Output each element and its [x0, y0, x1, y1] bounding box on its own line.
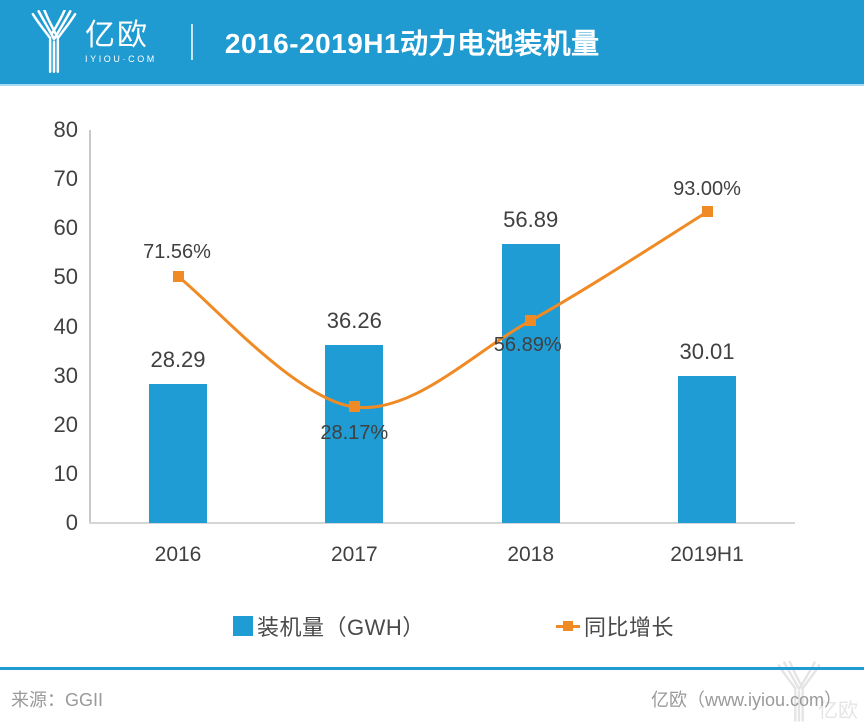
credit-label: 亿欧（www.iyiou.com） — [650, 690, 842, 710]
x-axis-label-2016: 2016 — [154, 543, 202, 566]
yoy-growth-line-path — [177, 210, 708, 410]
bar-value-label-2017: 36.26 — [326, 307, 382, 333]
pct-label-2018: 56.89% — [493, 333, 562, 356]
y-tick-70: 70 — [53, 166, 78, 192]
y-tick-20: 20 — [53, 411, 78, 437]
brand-name: 亿欧 — [85, 19, 149, 52]
bar-2019H1 — [678, 375, 736, 523]
legend-label-installed-capacity: 装机量（GWH） — [257, 615, 425, 640]
brand-logo: 亿欧 IYIOU·COM — [30, 10, 157, 74]
y-tick-30: 30 — [53, 362, 78, 388]
x-axis-line — [89, 522, 795, 524]
bar-value-label-2016: 28.29 — [150, 347, 206, 373]
bar-series-swatch — [233, 616, 253, 636]
y-tick-50: 50 — [53, 264, 78, 290]
bar-2016 — [149, 384, 207, 523]
brand-domain: IYIOU·COM — [85, 54, 157, 64]
x-axis-label-2019H1: 2019H1 — [670, 543, 744, 566]
bar-value-label-2019H1: 30.01 — [679, 338, 735, 364]
source-label: 来源：GGII — [11, 690, 104, 710]
legend-item-yoy-growth: 同比增长 — [556, 610, 674, 642]
chart-title: 2016-2019H1动力电池装机量 — [224, 28, 600, 59]
legend-label-yoy-growth: 同比增长 — [584, 615, 675, 640]
y-tick-80: 80 — [53, 117, 78, 142]
line-series-swatch — [556, 616, 580, 636]
x-axis-label-2017: 2017 — [330, 543, 378, 566]
line-marker-2018 — [525, 315, 537, 327]
bar-2018 — [501, 243, 560, 523]
pct-label-2017: 28.17% — [320, 421, 389, 444]
header-divider — [190, 24, 193, 60]
pct-label-2016: 71.56% — [143, 241, 211, 264]
bar-2017 — [325, 344, 384, 523]
y-tick-0: 0 — [65, 510, 78, 535]
watermark-brand-text: 亿欧 — [818, 700, 858, 722]
iyiou-logo-icon — [31, 10, 77, 74]
legend-item-installed-capacity: 装机量（GWH） — [233, 610, 425, 642]
header: 亿欧 IYIOU·COM 2016-2019H1动力电池装机量 — [0, 0, 864, 86]
x-axis-label-2018: 2018 — [507, 543, 555, 566]
y-tick-60: 60 — [53, 215, 78, 241]
y-tick-10: 10 — [53, 460, 78, 486]
pct-label-2019H1: 93.00% — [673, 177, 741, 200]
y-axis-line — [89, 130, 91, 523]
y-tick-40: 40 — [53, 313, 78, 339]
bar-value-label-2018: 56.89 — [503, 206, 559, 232]
line-marker-2016 — [172, 270, 184, 282]
footer-divider — [0, 667, 864, 670]
line-marker-2019H1 — [701, 206, 713, 218]
line-marker-2017 — [348, 401, 360, 413]
